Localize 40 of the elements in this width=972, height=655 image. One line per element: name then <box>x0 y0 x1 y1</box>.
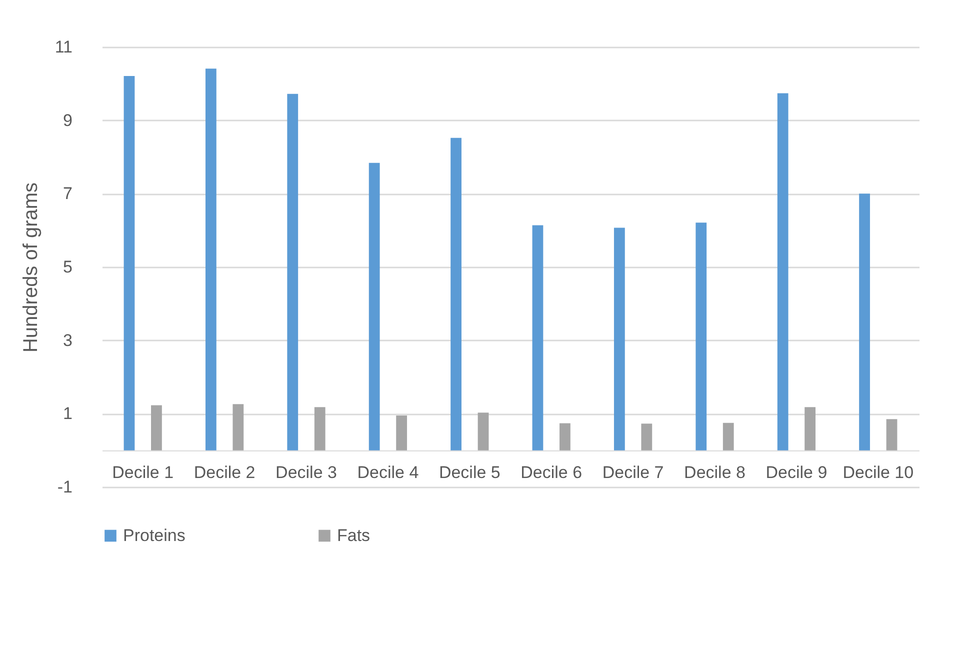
legend-label: Fats <box>337 526 370 545</box>
y-axis-title: Hundreds of grams <box>20 182 42 353</box>
legend-label: Proteins <box>123 526 186 545</box>
bar <box>560 423 570 450</box>
bar <box>696 222 707 450</box>
bar <box>722 422 734 450</box>
bar <box>124 76 135 450</box>
x-tick-label: Decile 4 <box>357 462 419 482</box>
bar <box>804 407 816 450</box>
bar <box>232 404 244 450</box>
bar <box>886 419 898 450</box>
x-tick-label: Decile 1 <box>112 462 174 482</box>
x-tick-label: Decile 8 <box>684 462 746 482</box>
bar <box>205 68 216 450</box>
bar <box>368 162 380 450</box>
bar <box>777 93 788 450</box>
y-tick-label: 5 <box>63 258 72 276</box>
y-tick-label: -1 <box>57 478 72 496</box>
x-tick-label: Decile 9 <box>766 462 828 482</box>
y-tick-label: 7 <box>63 184 72 204</box>
y-tick-label: 11 <box>54 38 72 56</box>
y-tick-label: 1 <box>63 404 72 424</box>
bar <box>151 405 162 450</box>
x-tick-label: Decile 6 <box>520 462 582 482</box>
bar <box>641 424 652 450</box>
y-tick-label: 9 <box>63 110 72 130</box>
y-tick-label: 3 <box>63 330 72 350</box>
bar <box>478 412 489 450</box>
x-tick-label: Decile 5 <box>438 462 500 482</box>
x-tick-label: Decile 2 <box>194 462 256 482</box>
bar <box>314 407 326 450</box>
bar <box>396 416 408 450</box>
x-tick-label: Decile 7 <box>602 462 664 482</box>
x-tick-label: Decile 3 <box>276 462 337 482</box>
bar <box>532 225 544 450</box>
bar <box>287 94 298 450</box>
bar <box>614 228 625 450</box>
bar <box>859 194 870 450</box>
bar <box>450 138 462 450</box>
x-tick-label: Decile 10 <box>842 462 914 482</box>
